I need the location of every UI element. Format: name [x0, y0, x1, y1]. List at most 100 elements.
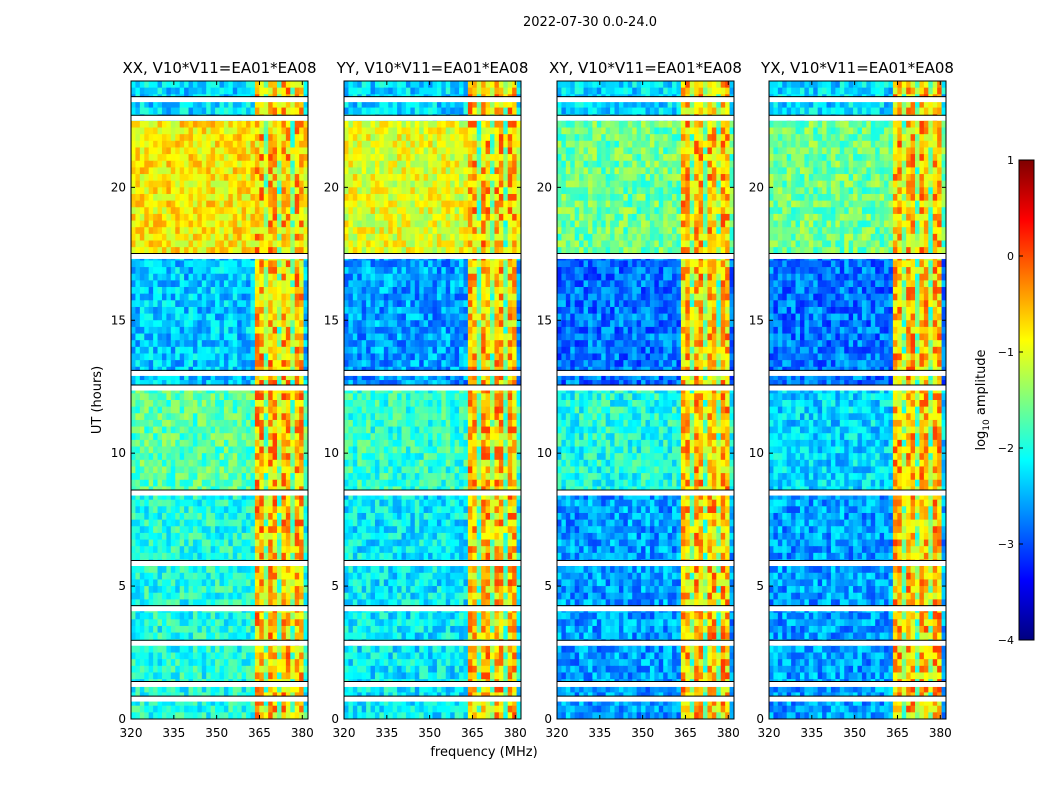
flagged-row: [557, 696, 734, 702]
flagged-row: [557, 253, 734, 259]
y-tick-label: 15: [749, 313, 764, 327]
flagged-row: [344, 97, 521, 103]
x-tick-label: 365: [886, 726, 909, 740]
flagged-row: [131, 681, 308, 687]
flagged-row: [131, 97, 308, 103]
y-axis-label: UT (hours): [90, 366, 105, 434]
panel-yx: YX, V10*V11=EA01*EA08 320 335 350 365 380 0 5 10…: [749, 59, 954, 740]
x-tick-label: 365: [248, 726, 271, 740]
y-tick-label: 10: [111, 446, 126, 460]
flagged-row: [131, 385, 308, 391]
y-tick-label: 5: [331, 579, 339, 593]
panel-frame: [130, 80, 309, 720]
x-tick-label: 365: [461, 726, 484, 740]
flagged-row: [131, 490, 308, 496]
heatmap-panels: XX, V10*V11=EA01*EA08 320 335 350 365 380 0 5 10…: [111, 59, 954, 740]
flagged-row: [344, 253, 521, 259]
y-tick-label: 15: [324, 313, 339, 327]
flagged-row: [344, 640, 521, 646]
x-tick-label: 380: [929, 726, 952, 740]
y-tick-label: 0: [544, 712, 552, 726]
panel-frame: [768, 80, 947, 720]
x-tick-label: 380: [717, 726, 740, 740]
x-tick-label: 320: [333, 726, 356, 740]
x-tick-label: 380: [504, 726, 527, 740]
panel-title: YY, V10*V11=EA01*EA08: [336, 59, 529, 77]
x-tick-label: 350: [205, 726, 228, 740]
x-tick-label: 335: [162, 726, 185, 740]
panel-frame: [343, 80, 522, 720]
colorbar-gradient: [1018, 159, 1035, 641]
flagged-row: [557, 681, 734, 687]
y-tick-label: 0: [118, 712, 126, 726]
flagged-row: [769, 640, 946, 646]
flagged-row: [769, 253, 946, 259]
y-tick-label: 10: [324, 446, 339, 460]
flagged-row: [769, 370, 946, 376]
flagged-row: [557, 640, 734, 646]
flagged-row: [131, 606, 308, 612]
colorbar: 1 0 −1 −2 −3 −4: [998, 154, 1035, 647]
flagged-row: [344, 696, 521, 702]
colorbar-tick-label: −2: [998, 442, 1014, 455]
heatmap-cells: [557, 81, 734, 719]
x-tick-label: 350: [631, 726, 654, 740]
flagged-row: [769, 115, 946, 121]
panel-xx: XX, V10*V11=EA01*EA08 320 335 350 365 380 0 5 10…: [111, 59, 317, 740]
y-tick-label: 10: [749, 446, 764, 460]
colorbar-label-subscript: 10: [982, 419, 992, 431]
y-tick-label: 20: [324, 180, 339, 194]
colorbar-tick-label: 0: [1007, 250, 1014, 263]
flagged-row: [131, 370, 308, 376]
x-tick-label: 335: [800, 726, 823, 740]
y-tick-label: 5: [756, 579, 764, 593]
colorbar-tick-label: −4: [998, 634, 1014, 647]
x-tick-label: 320: [758, 726, 781, 740]
x-axis-label: frequency (MHz): [430, 745, 537, 760]
flagged-row: [344, 385, 521, 391]
x-tick-label: 365: [674, 726, 697, 740]
flagged-row: [344, 681, 521, 687]
flagged-row: [131, 560, 308, 566]
flagged-row: [769, 385, 946, 391]
flagged-row: [769, 560, 946, 566]
y-tick-label: 10: [537, 446, 552, 460]
x-tick-label: 335: [588, 726, 611, 740]
x-tick-label: 350: [843, 726, 866, 740]
y-tick-label: 20: [749, 180, 764, 194]
figure-suptitle: 2022-07-30 0.0-24.0: [523, 15, 657, 30]
y-tick-label: 15: [537, 313, 552, 327]
y-tick-label: 15: [111, 313, 126, 327]
flagged-row: [344, 370, 521, 376]
y-tick-label: 5: [544, 579, 552, 593]
flagged-row: [769, 490, 946, 496]
flagged-row: [131, 253, 308, 259]
flagged-row: [769, 696, 946, 702]
heatmap-cells: [344, 81, 521, 719]
flagged-row: [557, 560, 734, 566]
panel-frame: [556, 80, 735, 720]
y-tick-label: 20: [537, 180, 552, 194]
flagged-row: [769, 681, 946, 687]
panel-title: YX, V10*V11=EA01*EA08: [760, 59, 954, 77]
panel-title: XX, V10*V11=EA01*EA08: [122, 59, 316, 77]
flagged-row: [131, 115, 308, 121]
flagged-row: [344, 490, 521, 496]
x-tick-label: 320: [546, 726, 569, 740]
flagged-row: [131, 696, 308, 702]
heatmap-cells: [769, 81, 946, 719]
colorbar-tick-label: −1: [998, 346, 1014, 359]
colorbar-tick-label: 1: [1007, 154, 1014, 167]
x-tick-label: 380: [291, 726, 314, 740]
colorbar-label-rest: amplitude: [974, 349, 989, 419]
flagged-row: [769, 97, 946, 103]
y-tick-label: 0: [756, 712, 764, 726]
x-tick-label: 350: [418, 726, 441, 740]
colorbar-label-log: log: [974, 431, 989, 451]
y-tick-label: 20: [111, 180, 126, 194]
flagged-row: [344, 560, 521, 566]
flagged-row: [557, 370, 734, 376]
flagged-row: [131, 640, 308, 646]
flagged-row: [557, 97, 734, 103]
